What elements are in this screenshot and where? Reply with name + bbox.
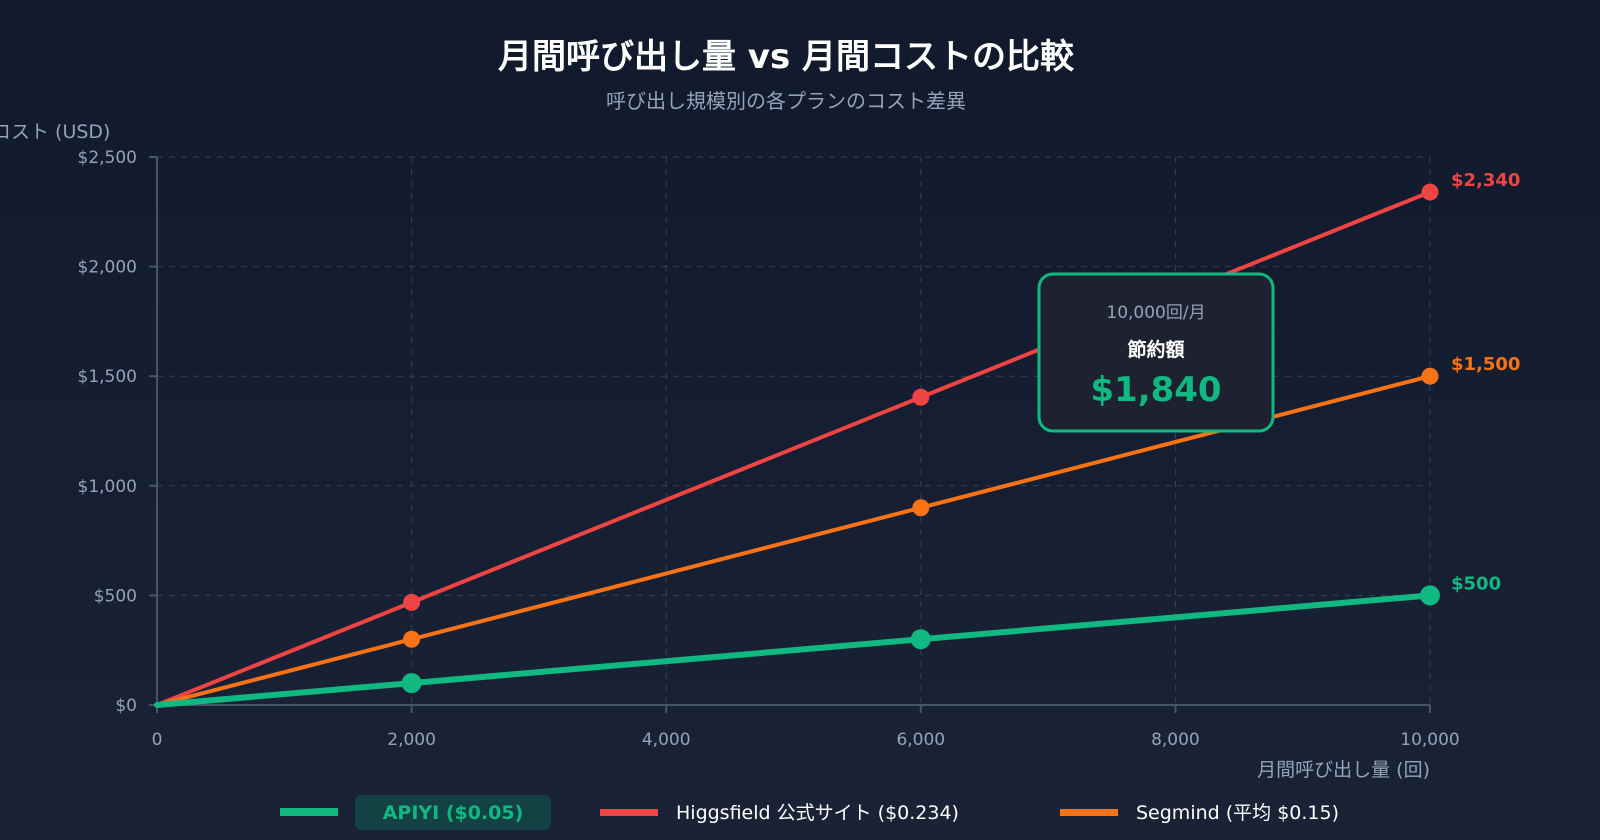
y-tick-label: $2,000 (78, 258, 137, 278)
savings-annotation: 10,000回/月 節約額 $1,840 (1037, 272, 1275, 433)
y-tick-label: $0 (115, 696, 137, 716)
y-tick-label: $2,500 (78, 148, 137, 168)
y-tick-label: $500 (94, 586, 137, 606)
x-tick-label: 8,000 (1151, 730, 1200, 750)
data-point (401, 673, 422, 694)
legend: APIYI ($0.05) Higgsfield 公式サイト ($0.234) … (280, 795, 1339, 830)
data-point (403, 630, 421, 648)
end-value-label: $500 (1451, 573, 1501, 594)
y-axis-label: コスト (USD) (0, 121, 110, 143)
x-tick-label: 10,000 (1400, 730, 1459, 750)
y-tick-label: $1,500 (78, 367, 137, 387)
legend-swatch-apiyi (280, 808, 338, 816)
end-value-label: $1,500 (1451, 354, 1520, 375)
data-point (1420, 585, 1440, 606)
x-tick-label: 0 (152, 730, 163, 750)
annotation-box (1037, 272, 1275, 433)
data-point (910, 629, 931, 650)
annotation-value: $1,840 (1090, 370, 1221, 410)
chart-title: 月間呼び出し量 vs 月間コストの比較 (498, 37, 1075, 77)
x-tick-label: 4,000 (642, 730, 691, 750)
legend-label-segmind[interactable]: Segmind (平均 $0.15) (1136, 802, 1339, 824)
annotation-label: 節約額 (1127, 338, 1184, 361)
x-tick-label: 6,000 (896, 730, 945, 750)
series-line (154, 592, 1433, 708)
x-axis-label: 月間呼び出し量 (回) (1257, 759, 1430, 781)
legend-swatch-segmind (1060, 809, 1118, 816)
data-point (912, 388, 930, 406)
legend-label-apiyi[interactable]: APIYI ($0.05) (383, 802, 524, 824)
legend-highlight-apiyi (355, 795, 551, 830)
x-tick-label: 2,000 (387, 730, 436, 750)
chart-subtitle: 呼び出し規模別の各プランのコスト差異 (606, 89, 966, 113)
series-line (155, 374, 1432, 707)
annotation-volume: 10,000回/月 (1106, 303, 1205, 323)
legend-label-higgsfield[interactable]: Higgsfield 公式サイト ($0.234) (676, 802, 959, 824)
legend-swatch-higgsfield (600, 809, 658, 816)
data-point (1421, 367, 1439, 385)
data-point (912, 499, 930, 517)
series-line (155, 190, 1432, 707)
data-point (1421, 183, 1439, 201)
end-value-label: $2,340 (1451, 170, 1520, 191)
y-tick-label: $1,000 (78, 477, 137, 497)
data-point (403, 593, 421, 611)
